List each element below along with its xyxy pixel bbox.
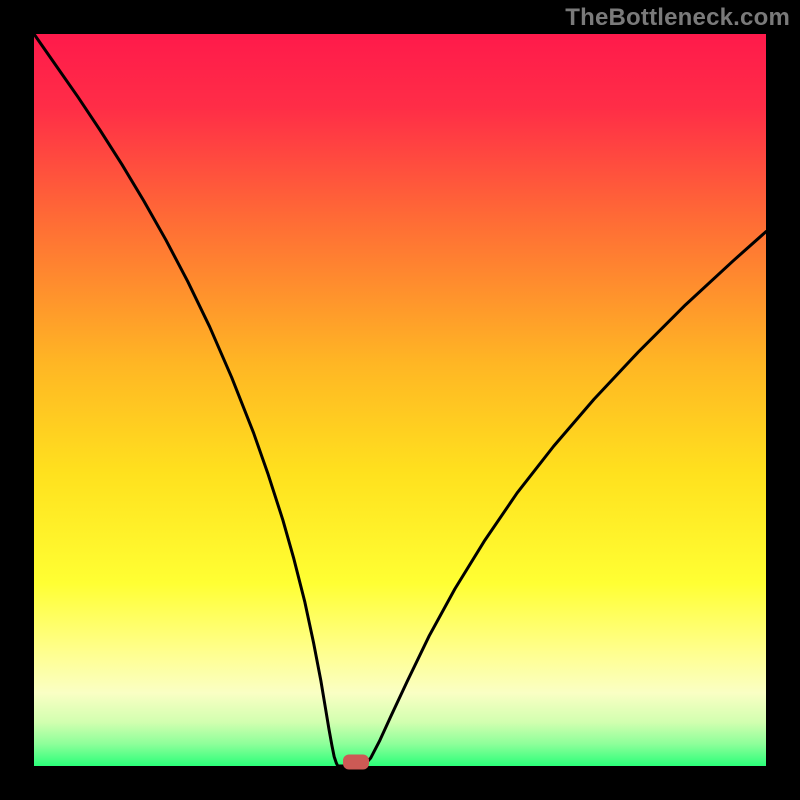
chart-container: TheBottleneck.com: [0, 0, 800, 800]
curve-line: [0, 0, 800, 800]
bottleneck-marker: [343, 754, 369, 769]
